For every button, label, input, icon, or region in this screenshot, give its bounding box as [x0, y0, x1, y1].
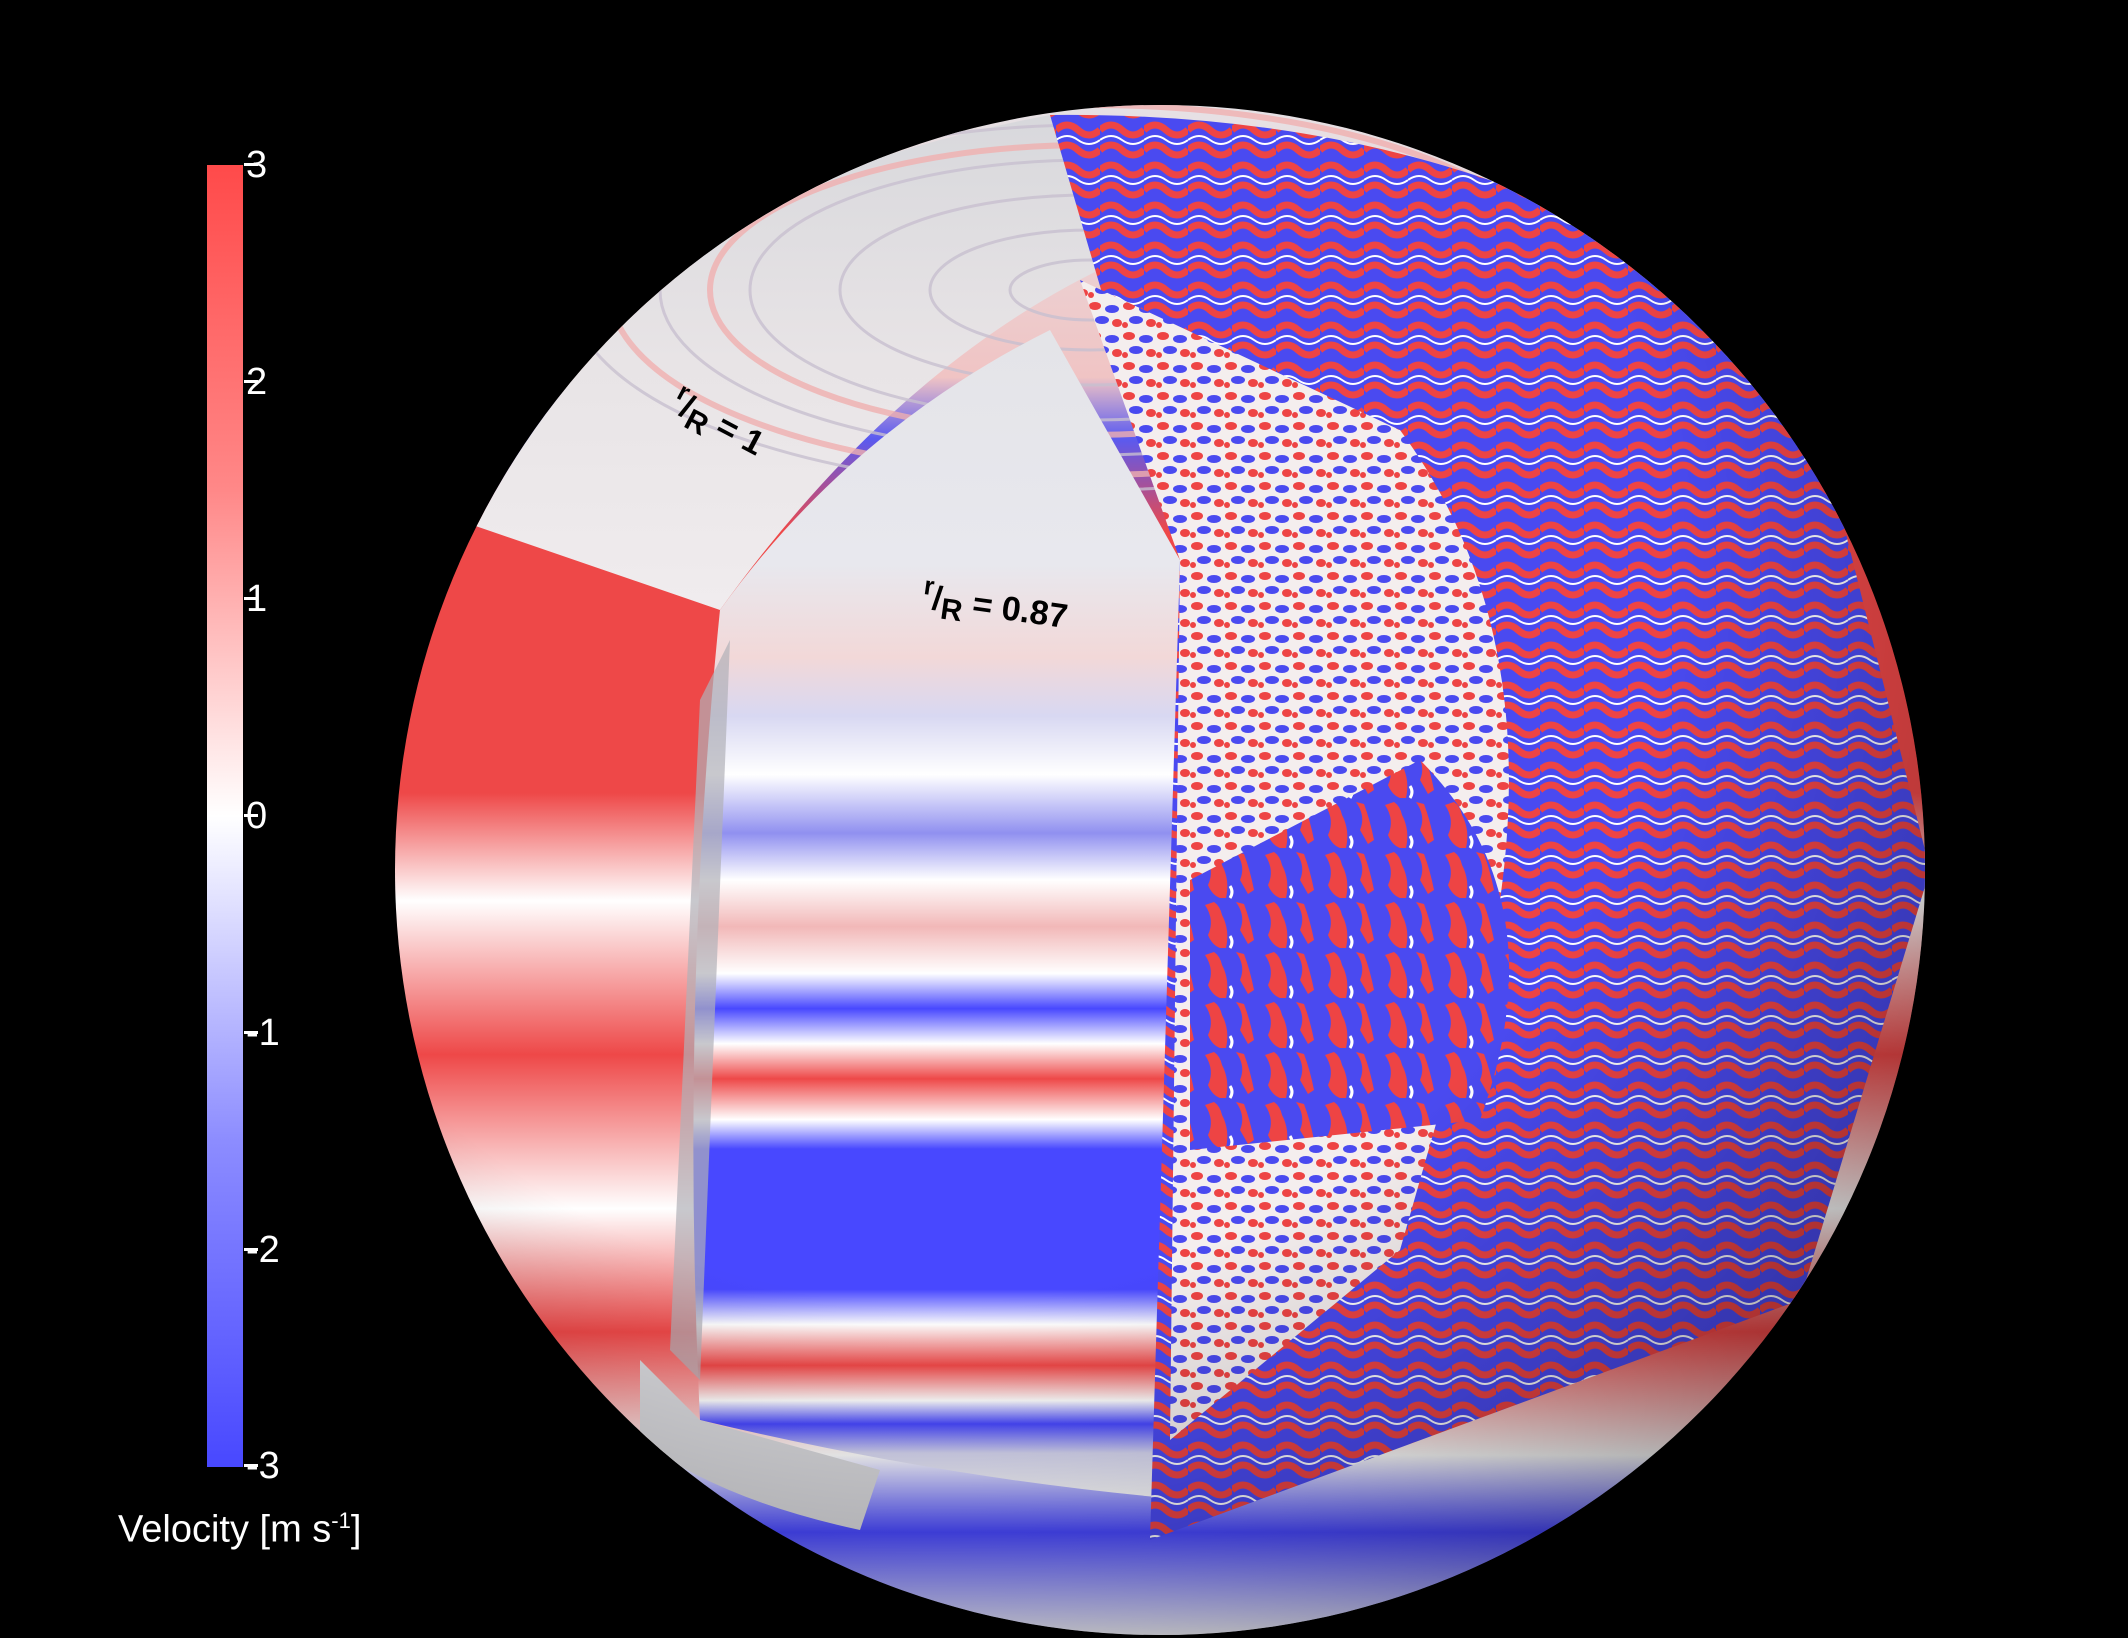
colorbar-tick-label: -3: [246, 1445, 280, 1487]
colorbar-tick: [244, 1248, 258, 1251]
colorbar-tick-label: 1: [246, 578, 268, 620]
colorbar-tick-label: -1: [246, 1012, 280, 1054]
colorbar-tick: [244, 163, 258, 166]
colorbar-tick: [244, 1464, 258, 1467]
velocity-sphere: [395, 105, 1925, 1635]
colorbar-tick-label: 0: [246, 795, 268, 837]
colorbar-tick-label: 2: [246, 361, 268, 403]
colorbar-tick: [244, 814, 258, 817]
colorbar-tick-label: 3: [246, 144, 268, 186]
colorbar: [207, 165, 243, 1467]
colorbar-tick: [244, 597, 258, 600]
colorbar-label: Velocity [m s-1]: [118, 1508, 362, 1551]
colorbar-tick-label: -2: [246, 1229, 280, 1271]
colorbar-tick: [244, 380, 258, 383]
colorbar-tick: [244, 1031, 258, 1034]
